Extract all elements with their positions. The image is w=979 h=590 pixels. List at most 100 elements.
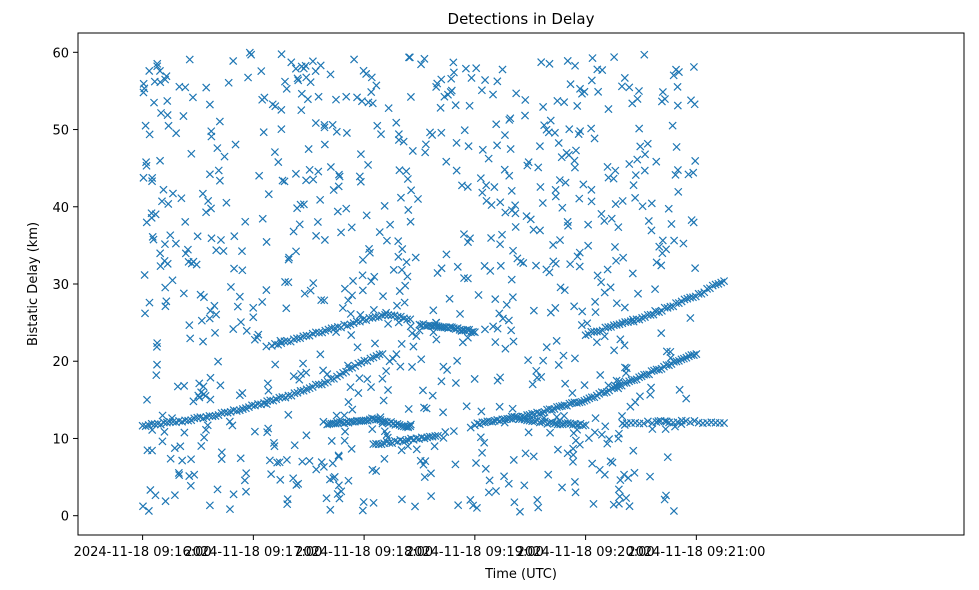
- detection-point: [150, 98, 159, 107]
- detection-point: [612, 320, 621, 329]
- detection-point: [640, 166, 649, 175]
- detection-point: [141, 121, 150, 130]
- detection-point: [433, 431, 442, 440]
- detection-point: [139, 173, 148, 182]
- detection-point: [162, 72, 171, 81]
- detection-point: [189, 257, 198, 266]
- detection-point: [428, 391, 437, 400]
- detection-point: [281, 277, 290, 286]
- detection-point: [680, 295, 689, 304]
- detection-point: [457, 181, 467, 190]
- detection-point: [216, 381, 225, 390]
- detection-point: [367, 383, 376, 392]
- detection-point: [201, 425, 211, 434]
- detection-point: [380, 454, 389, 463]
- detection-point: [402, 258, 411, 267]
- detection-point: [470, 374, 479, 383]
- detection-point: [280, 77, 290, 86]
- detection-point: [672, 142, 681, 151]
- detection-point: [610, 242, 620, 252]
- detection-point: [720, 419, 729, 428]
- detection-point: [377, 440, 386, 449]
- detection-point: [348, 405, 357, 414]
- detection-point: [161, 497, 170, 506]
- detection-point: [625, 377, 634, 386]
- detection-point: [287, 58, 296, 67]
- detection-point: [420, 473, 429, 482]
- detection-point: [262, 342, 271, 351]
- detection-point: [451, 378, 460, 388]
- detection-point: [668, 121, 677, 130]
- detection-point: [670, 236, 679, 245]
- detection-point: [467, 73, 476, 82]
- detection-point: [657, 329, 666, 338]
- detection-point: [582, 395, 591, 404]
- detection-point: [491, 487, 501, 496]
- detection-point: [688, 293, 697, 302]
- detection-point: [631, 193, 640, 202]
- detection-point: [625, 502, 634, 511]
- detection-point: [205, 100, 214, 109]
- detection-point: [439, 433, 448, 442]
- detection-point: [654, 417, 663, 426]
- detection-point: [376, 413, 385, 422]
- detection-point: [214, 357, 223, 366]
- detection-point: [630, 375, 639, 384]
- detection-point: [615, 377, 624, 386]
- detection-point: [587, 197, 596, 206]
- detection-point: [406, 422, 415, 431]
- detection-point: [482, 181, 491, 190]
- detection-point: [258, 214, 267, 223]
- detection-point: [647, 199, 656, 208]
- detection-point: [537, 372, 546, 381]
- detection-point: [591, 308, 600, 317]
- detection-point: [570, 477, 579, 486]
- detection-point: [344, 296, 353, 305]
- detection-point: [561, 178, 570, 187]
- detection-point: [276, 475, 285, 484]
- detection-point: [403, 174, 412, 183]
- detection-point: [547, 405, 557, 414]
- detection-point: [614, 499, 623, 508]
- detection-point: [510, 413, 519, 422]
- detection-point: [319, 417, 328, 426]
- detection-point: [560, 401, 569, 410]
- detection-point: [260, 93, 269, 102]
- detection-point: [647, 367, 656, 376]
- detection-point: [211, 411, 220, 420]
- detection-point: [628, 269, 637, 278]
- y-tick-label: 50: [52, 124, 69, 139]
- detection-point: [720, 277, 729, 286]
- detection-point: [205, 314, 214, 323]
- detection-point: [302, 431, 311, 440]
- detection-point: [473, 419, 482, 428]
- detection-point: [484, 154, 493, 163]
- detection-point: [569, 444, 578, 453]
- detection-point: [217, 455, 226, 464]
- detection-point: [509, 455, 518, 464]
- detection-point: [644, 216, 653, 226]
- detection-point: [495, 402, 504, 411]
- detection-point: [481, 76, 490, 85]
- detection-point: [470, 328, 479, 337]
- detection-point: [669, 71, 678, 80]
- detection-point: [673, 101, 682, 110]
- detection-point: [398, 245, 407, 254]
- detection-point: [426, 469, 436, 478]
- detection-point: [635, 392, 644, 401]
- detection-point: [319, 462, 328, 471]
- detection-point: [507, 275, 516, 284]
- detection-point: [639, 419, 648, 428]
- detection-point: [320, 140, 329, 149]
- detection-point: [271, 102, 280, 111]
- detection-point: [581, 331, 590, 340]
- detection-point: [277, 50, 286, 59]
- detection-point: [396, 362, 405, 371]
- detection-point: [140, 309, 150, 318]
- scatter-marks: [138, 48, 729, 516]
- detection-point: [242, 469, 251, 478]
- detection-point: [229, 406, 238, 415]
- detection-point: [643, 139, 652, 148]
- detection-point: [662, 417, 671, 426]
- detection-point: [528, 409, 537, 418]
